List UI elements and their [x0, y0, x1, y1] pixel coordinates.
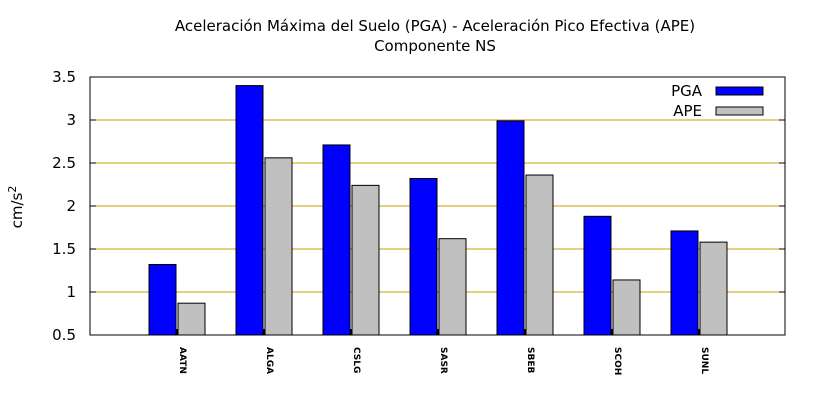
x-tick-label: ALGA [264, 347, 274, 374]
x-tick-label: SBEB [525, 347, 535, 373]
y-tick-label: 1.5 [52, 240, 76, 258]
legend-swatch-ape [715, 106, 764, 116]
bar-ape-scoh [612, 279, 641, 336]
y-tick-label: 1 [66, 283, 76, 301]
legend-label-pga: PGA [671, 82, 703, 100]
bar-pga-aatn [148, 263, 177, 336]
bar-pga-cslg [322, 144, 351, 336]
bar-pga-scoh [583, 215, 612, 336]
chart-subtitle: Componente NS [374, 37, 496, 55]
y-axis-label: cm/s2 [6, 186, 26, 229]
legend-label-ape: APE [673, 102, 702, 120]
bar-ape-alga [264, 157, 293, 336]
x-tick-label: SASR [438, 347, 448, 374]
svg-text:cm/s2: cm/s2 [6, 186, 26, 229]
legend-swatch-pga [715, 86, 764, 96]
y-axis-label-exponent: 2 [6, 186, 19, 193]
bar-ape-sasr [438, 238, 467, 336]
x-tick-label: SCOH [612, 347, 622, 375]
y-tick-label: 2.5 [52, 154, 76, 172]
bar-pga-sunl [670, 230, 699, 336]
y-tick-label: 2 [66, 197, 76, 215]
bar-pga-alga [235, 85, 264, 336]
bar-ape-cslg [351, 184, 380, 336]
y-tick-label: 0.5 [52, 326, 76, 344]
legend: PGA APE [671, 82, 764, 120]
x-tick-label: AATN [177, 347, 187, 374]
x-tick-label: CSLG [351, 347, 361, 373]
y-axis-label-unit: cm/s [8, 192, 26, 228]
bar-ape-sbeb [525, 174, 554, 336]
x-tick-label: SUNL [699, 347, 709, 374]
y-tick-label: 3.5 [52, 68, 76, 86]
chart-title: Aceleración Máxima del Suelo (PGA) - Ace… [175, 17, 695, 35]
bar-ape-aatn [177, 302, 206, 336]
bar-ape-sunl [699, 241, 728, 336]
bar-pga-sbeb [496, 120, 525, 336]
y-tick-label: 3 [66, 111, 76, 129]
bar-pga-sasr [409, 177, 438, 336]
